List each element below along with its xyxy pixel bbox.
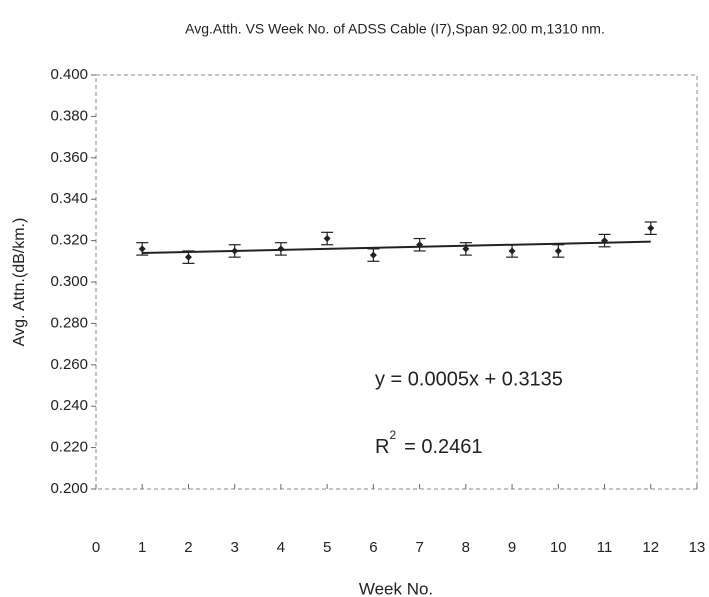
equation: y = 0.0005x + 0.3135 <box>375 368 563 390</box>
y-tick-label: 0.220 <box>50 439 88 456</box>
x-tick-label: 0 <box>92 539 100 556</box>
r-symbol: R <box>375 436 389 458</box>
y-tick-label: 0.380 <box>50 107 88 124</box>
point <box>554 247 562 255</box>
r-squared: R2 = 0.2461 <box>375 428 483 458</box>
point <box>231 247 239 255</box>
y-tick-label: 0.320 <box>50 232 88 249</box>
point <box>601 237 609 245</box>
y-tick-label: 0.260 <box>50 356 88 373</box>
point <box>369 251 377 259</box>
x-tick-label: 8 <box>462 539 470 556</box>
x-tick-label: 4 <box>277 539 285 556</box>
point <box>462 245 470 253</box>
point <box>323 235 331 243</box>
x-tick-label: 2 <box>184 539 192 556</box>
y-tick-label: 0.200 <box>50 480 88 497</box>
point <box>647 224 655 232</box>
point <box>508 247 516 255</box>
r-value: = 0.2461 <box>404 436 482 458</box>
point <box>416 241 424 249</box>
y-axis-label: Avg. Attn.(dB/km.) <box>11 218 28 347</box>
x-tick-label: 12 <box>642 539 659 556</box>
y-tick-label: 0.280 <box>50 314 88 331</box>
y-tick-label: 0.360 <box>50 149 88 166</box>
x-tick-label: 3 <box>231 539 239 556</box>
x-tick-label: 11 <box>597 539 613 556</box>
point <box>277 245 285 253</box>
x-tick-label: 6 <box>369 539 377 556</box>
x-tick-label: 10 <box>550 539 567 556</box>
y-tick-label: 0.340 <box>50 190 88 207</box>
point <box>184 253 192 261</box>
x-tick-label: 7 <box>415 539 423 556</box>
chart-title: Avg.Atth. VS Week No. of ADSS Cable (I7)… <box>185 21 605 37</box>
x-tick-label: 9 <box>508 539 516 556</box>
point <box>138 245 146 253</box>
r-exponent: 2 <box>389 428 396 442</box>
y-tick-label: 0.240 <box>50 397 88 414</box>
x-tick-label: 5 <box>323 539 331 556</box>
x-axis-label: Week No. <box>359 579 433 597</box>
y-tick-label: 0.300 <box>50 273 88 290</box>
trend-line <box>142 240 651 255</box>
x-tick-label: 13 <box>689 539 706 556</box>
y-tick-label: 0.400 <box>50 66 88 83</box>
x-tick-label: 1 <box>138 539 146 556</box>
